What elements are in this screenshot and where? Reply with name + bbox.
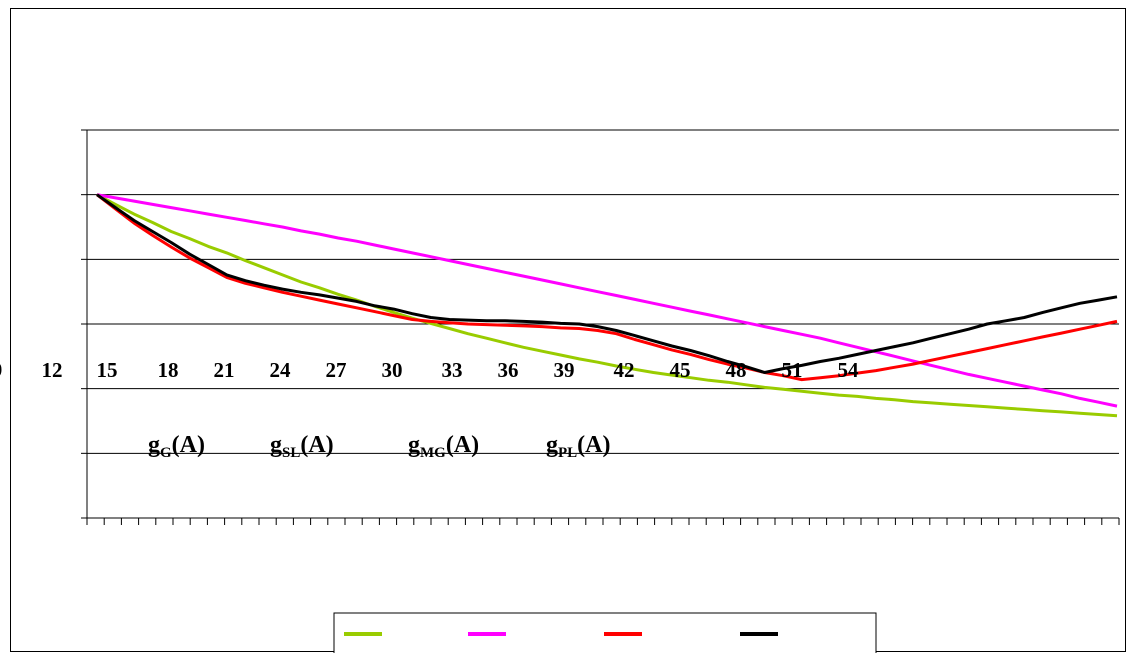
x-tick-label: 45	[670, 358, 691, 382]
x-tick-label: 9	[0, 358, 2, 382]
x-tick-label: 42	[614, 358, 635, 382]
x-tick-label: 36	[498, 358, 519, 382]
x-tick-label: 15	[97, 358, 118, 382]
annotation-label: gSL(A)	[270, 432, 334, 461]
gridlines	[87, 129, 1119, 454]
x-tick-label: 51	[782, 358, 803, 382]
x-tick-label: 27	[326, 358, 347, 382]
x-tick-label: 24	[270, 358, 292, 382]
annotations: gG(A) gSL(A) gMG(A) gPL(A)	[148, 432, 611, 461]
annotation-label: gMG(A)	[408, 432, 479, 461]
series-line-3	[96, 193, 1118, 382]
series-line-2	[96, 193, 1118, 408]
x-tick-label: 12	[42, 358, 63, 382]
x-tick-labels: 9 12 15 18 21 24 27 30 33 36 39 42 45 48 51 54	[0, 358, 859, 382]
x-tick-label: 54	[838, 358, 860, 382]
x-tick-label: 33	[442, 358, 463, 382]
annotation-label: gG(A)	[148, 432, 205, 461]
x-tick-label: 39	[554, 358, 575, 382]
series-lines	[96, 193, 1118, 418]
chart-frame	[10, 8, 1126, 652]
x-tick-label: 18	[158, 358, 179, 382]
series-line-4	[96, 193, 1118, 374]
x-tick-label: 21	[214, 358, 235, 382]
x-tick-label: 30	[382, 358, 403, 382]
x-tick-label: 48	[726, 358, 747, 382]
axes	[81, 129, 1120, 525]
legend	[333, 612, 877, 653]
annotation-label: gPL(A)	[546, 432, 611, 461]
series-line-1	[96, 193, 1118, 418]
